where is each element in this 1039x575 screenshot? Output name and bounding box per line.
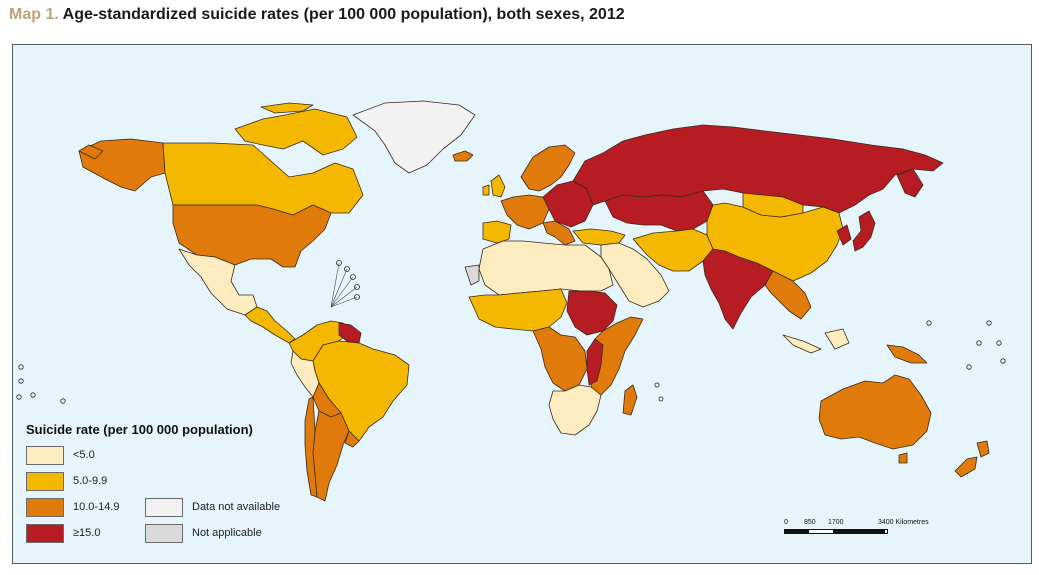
region-chile [304, 396, 318, 498]
region-indonesia-east [824, 328, 850, 350]
map-title: Map 1. Age-standardized suicide rates (p… [9, 6, 625, 24]
region-canada-islands [234, 108, 358, 156]
region-italy-balkans [542, 220, 576, 246]
legend-label-no-data: Data not available [192, 501, 281, 513]
legend-label-not-applicable: Not applicable [192, 527, 262, 539]
region-north-africa [478, 240, 614, 296]
legend-item-lt5: <5.0 [26, 446, 186, 466]
scale-label-1700: 1700 [828, 519, 844, 526]
region-australia [818, 374, 932, 450]
scale-bar-graphic [784, 529, 888, 534]
legend-label-10to14: 10.0-14.9 [73, 501, 120, 513]
pacific-island-markers [16, 320, 1006, 404]
region-central-africa [532, 326, 588, 392]
region-korea [836, 224, 852, 246]
region-mongolia [742, 192, 804, 218]
legend-swatch-no-data [145, 498, 183, 517]
region-central-america [244, 306, 296, 344]
legend-label-ge15: ≥15.0 [73, 527, 101, 539]
region-uruguay [344, 430, 360, 448]
map-frame [12, 44, 1032, 564]
region-iceland [452, 150, 474, 162]
region-east-africa-core [586, 338, 604, 386]
scale-segment-2 [833, 530, 885, 533]
region-canada [162, 142, 364, 216]
region-indonesia [782, 334, 822, 354]
region-iberia [482, 220, 512, 244]
region-guyana-suriname [338, 322, 362, 344]
scale-label-0: 0 [784, 519, 788, 526]
region-japan [852, 210, 876, 252]
region-turkey [572, 228, 626, 246]
region-western-sahara [464, 264, 480, 286]
legend-item-5to9: 5.0-9.9 [26, 472, 186, 492]
region-tasmania [898, 452, 908, 464]
region-greenland [352, 100, 476, 174]
map-title-text: Age-standardized suicide rates (per 100 … [62, 6, 625, 23]
region-southern-africa [548, 384, 602, 436]
region-russia-east [896, 168, 924, 198]
legend-item-10to14: 10.0-14.9 [26, 498, 186, 518]
region-mexico [178, 248, 258, 316]
region-western-europe [500, 194, 550, 230]
scale-label-3400: 3400 Kilometres [878, 519, 929, 526]
region-scandinavia [520, 144, 576, 192]
legend-item-ge15: ≥15.0 [26, 524, 186, 544]
legend-label-lt5: <5.0 [73, 449, 95, 461]
region-canada-north [260, 102, 314, 114]
scale-label-850: 850 [804, 519, 816, 526]
region-new-zealand-north [976, 440, 990, 458]
world-map [16, 100, 1006, 502]
scale-bar: 0 850 1700 3400 Kilometres [784, 519, 944, 541]
legend-title: Suicide rate (per 100 000 population) [26, 422, 253, 437]
legend-swatch-5to9 [26, 472, 64, 491]
legend-item-no-data: Data not available [145, 498, 325, 518]
map-legend: Suicide rate (per 100 000 population) <5… [26, 420, 326, 550]
region-madagascar [622, 384, 638, 416]
legend-label-5to9: 5.0-9.9 [73, 475, 108, 487]
legend-swatch-10to14 [26, 498, 64, 517]
legend-swatch-ge15 [26, 524, 64, 543]
region-alaska-tip [78, 144, 104, 160]
legend-item-not-applicable: Not applicable [145, 524, 325, 544]
legend-swatch-lt5 [26, 446, 64, 465]
region-ireland [482, 184, 490, 196]
region-uk-ireland [490, 174, 506, 198]
region-kazakhstan [604, 190, 714, 232]
caribbean-callouts [330, 260, 360, 308]
region-southeast-asia [764, 270, 812, 320]
region-west-africa [468, 288, 568, 332]
region-papua [886, 344, 928, 364]
map-title-prefix: Map 1. [9, 6, 59, 23]
legend-swatch-not-applicable [145, 524, 183, 543]
scale-segment-1 [785, 530, 809, 533]
region-sudan [566, 290, 618, 336]
region-new-zealand-south [954, 456, 978, 478]
region-eastern-europe [542, 180, 594, 228]
